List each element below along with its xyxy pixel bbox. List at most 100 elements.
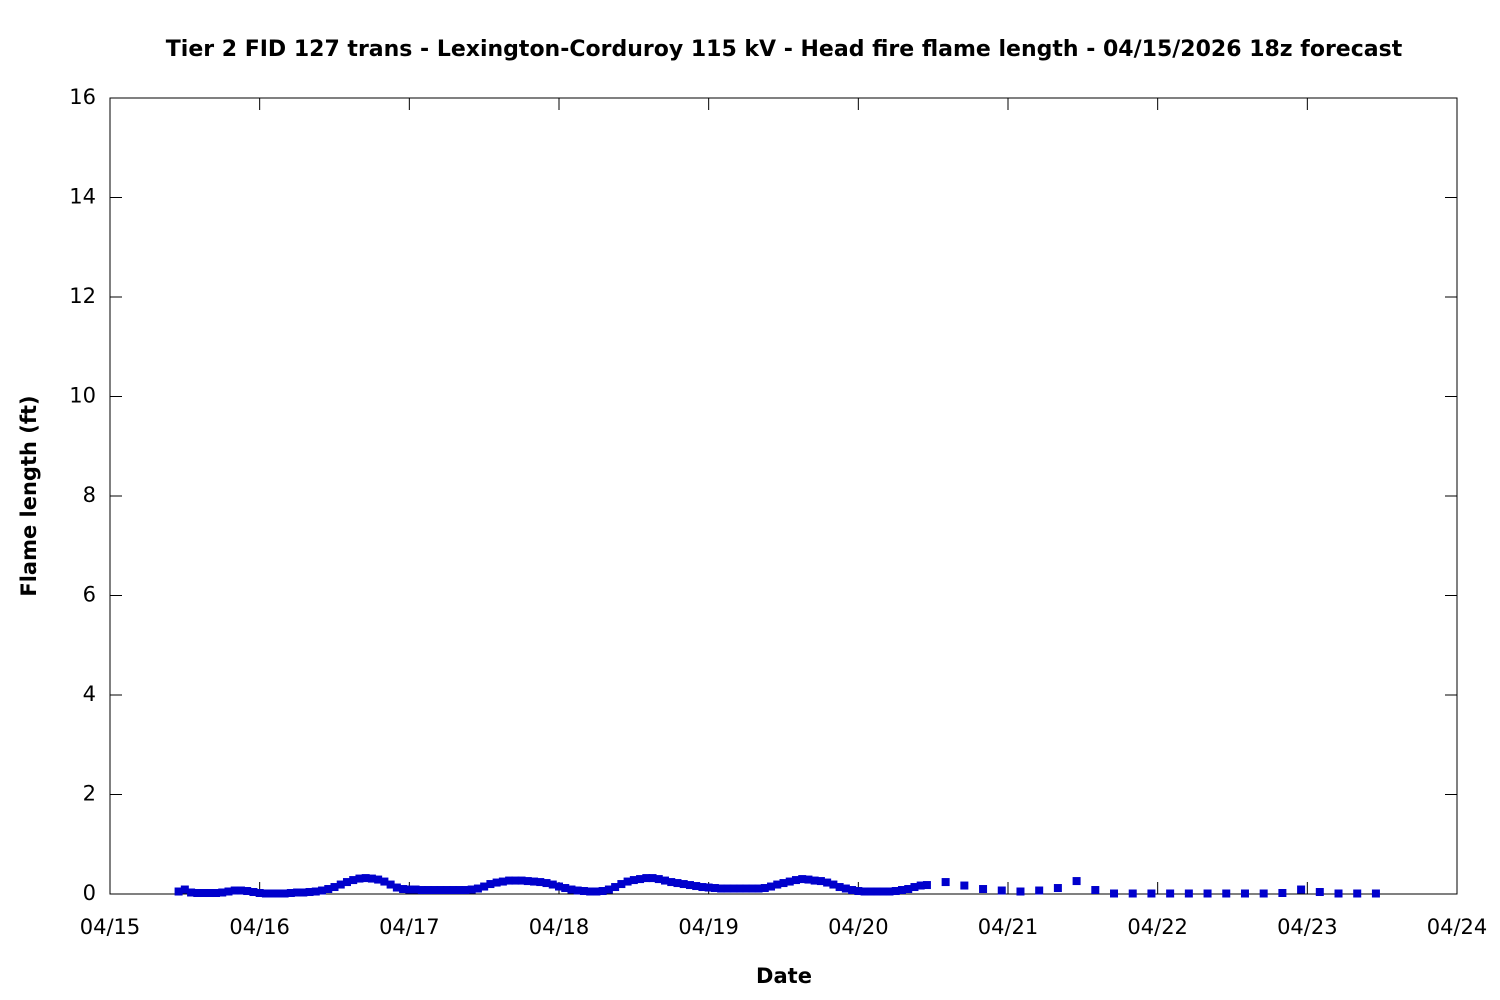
point (336, 880, 345, 889)
point (829, 880, 838, 889)
point (729, 884, 738, 893)
point (392, 883, 401, 892)
y-tick-label: 10 (69, 384, 96, 408)
point (629, 876, 638, 885)
point (904, 885, 913, 894)
point (1240, 889, 1249, 898)
point (854, 887, 863, 896)
x-tick-label: 04/24 (1427, 915, 1488, 939)
point (611, 883, 620, 892)
point (810, 876, 819, 885)
y-tick-label: 4 (83, 682, 96, 706)
point (910, 883, 919, 892)
point (199, 889, 208, 898)
point (399, 885, 408, 894)
point (866, 887, 875, 896)
y-tick-label: 12 (69, 284, 96, 308)
point (642, 874, 651, 883)
point (405, 885, 414, 894)
point (448, 886, 457, 895)
point (442, 886, 451, 895)
point (1166, 889, 1175, 898)
point (710, 884, 719, 893)
point (473, 884, 482, 893)
x-tick-label: 04/18 (529, 915, 590, 939)
point (417, 886, 426, 895)
point (897, 886, 906, 895)
point (280, 889, 289, 898)
point (542, 879, 551, 888)
point (979, 885, 988, 894)
point (654, 875, 663, 884)
point (667, 878, 676, 887)
point (698, 883, 707, 892)
point (480, 882, 489, 891)
point (530, 877, 539, 886)
point (941, 878, 950, 887)
point (1371, 889, 1380, 898)
point (742, 884, 751, 893)
point (555, 882, 563, 891)
point (299, 888, 308, 897)
point (586, 887, 595, 896)
point (704, 883, 713, 892)
point (916, 881, 925, 890)
point (411, 885, 420, 894)
point (1297, 885, 1306, 894)
y-axis-label: Flame length (ft) (17, 395, 41, 596)
point (511, 876, 520, 885)
point (579, 887, 588, 896)
x-tick-label: 04/16 (229, 915, 290, 939)
chart-title: Tier 2 FID 127 trans - Lexington-Corduro… (166, 37, 1403, 62)
point (835, 883, 844, 892)
point (1053, 884, 1062, 893)
point (754, 884, 763, 893)
point (873, 887, 882, 896)
point (841, 884, 850, 893)
y-tick-label: 8 (83, 483, 96, 507)
point (617, 880, 626, 889)
point (1259, 889, 1268, 898)
point (1222, 889, 1231, 898)
point (205, 889, 214, 898)
point (1315, 888, 1324, 897)
point (342, 878, 351, 887)
point (311, 887, 320, 896)
x-tick-label: 04/21 (978, 915, 1039, 939)
point (305, 888, 314, 897)
y-tick-label: 16 (69, 85, 96, 109)
point (386, 880, 395, 889)
point (785, 877, 794, 886)
y-tick-label: 0 (83, 881, 96, 905)
point (922, 881, 931, 890)
point (349, 876, 358, 885)
point (1035, 886, 1044, 895)
point (735, 884, 744, 893)
x-tick-label: 04/20 (828, 915, 889, 939)
point (224, 887, 233, 896)
point (661, 876, 670, 885)
point (592, 887, 601, 896)
point (636, 875, 645, 884)
point (361, 874, 370, 883)
y-tick-label: 6 (83, 583, 96, 607)
point (673, 879, 682, 888)
point (848, 886, 857, 895)
point (567, 885, 576, 894)
point (685, 881, 694, 890)
point (293, 888, 302, 897)
point (374, 875, 383, 884)
point (997, 886, 1006, 895)
point (318, 886, 327, 895)
point (243, 887, 252, 896)
point (717, 884, 726, 893)
point (1072, 877, 1081, 886)
point (767, 882, 776, 891)
point (498, 877, 507, 886)
point (1203, 889, 1212, 898)
point (517, 876, 526, 885)
point (330, 883, 339, 892)
y-tick-label: 14 (69, 185, 96, 209)
